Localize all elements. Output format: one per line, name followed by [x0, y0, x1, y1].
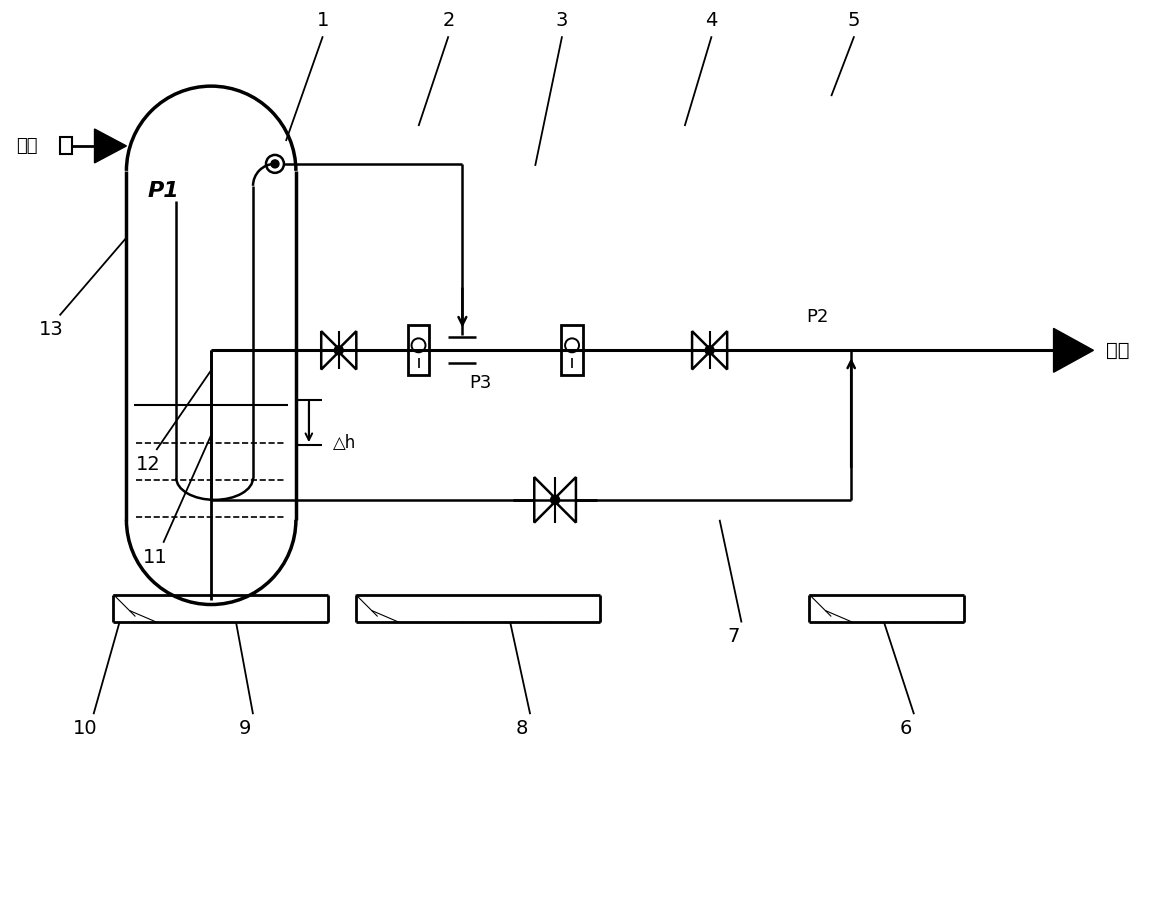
Polygon shape [1054, 329, 1094, 372]
Text: 9: 9 [239, 719, 252, 738]
Text: P3: P3 [469, 374, 492, 392]
Bar [60, 137, 72, 154]
Text: 12: 12 [136, 455, 161, 474]
Circle shape [270, 160, 279, 167]
Polygon shape [94, 129, 127, 163]
Text: 11: 11 [143, 548, 168, 567]
Text: 8: 8 [516, 719, 528, 738]
Text: 5: 5 [848, 11, 861, 30]
Text: 1: 1 [316, 11, 329, 30]
Bar [408, 326, 429, 376]
Text: 3: 3 [556, 11, 568, 30]
Text: P1: P1 [147, 181, 179, 201]
Text: P2: P2 [806, 309, 828, 327]
Text: △h: △h [333, 434, 356, 452]
Text: 7: 7 [728, 627, 740, 646]
Bar [561, 326, 583, 376]
Text: 13: 13 [39, 320, 64, 339]
Text: 4: 4 [706, 11, 717, 30]
Circle shape [550, 495, 560, 504]
Circle shape [334, 346, 343, 355]
Text: 6: 6 [900, 719, 913, 738]
Text: 2: 2 [442, 11, 455, 30]
Text: 出口: 出口 [1107, 341, 1130, 360]
Text: 入口: 入口 [16, 137, 38, 155]
Circle shape [706, 346, 714, 355]
Text: 10: 10 [73, 719, 98, 738]
